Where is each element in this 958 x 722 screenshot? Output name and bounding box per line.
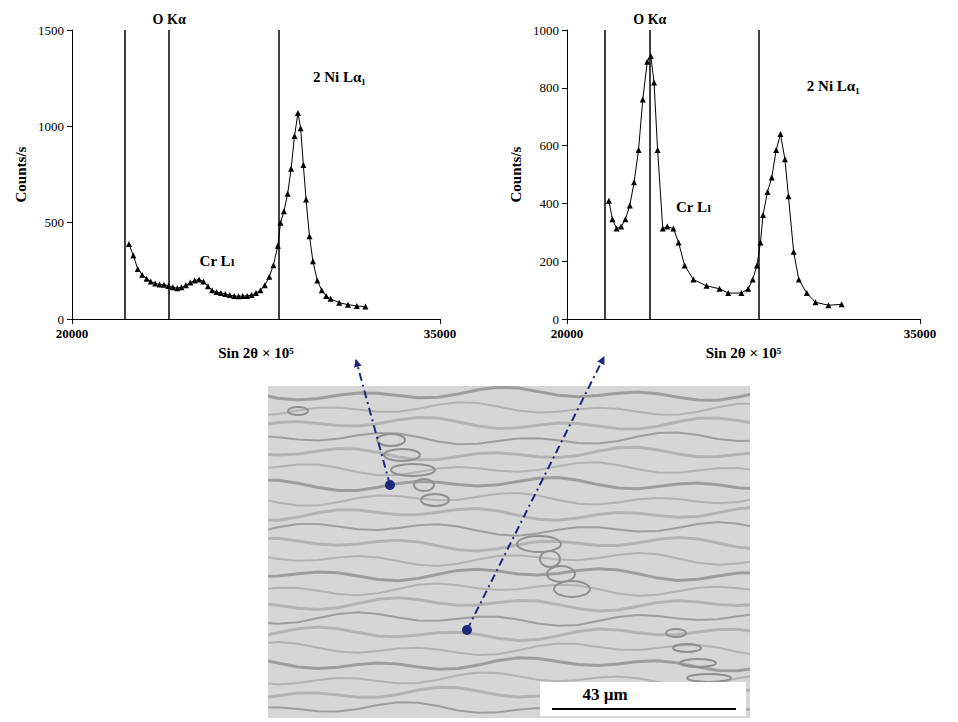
svg-text:200: 200: [540, 254, 560, 269]
svg-text:43 µm: 43 µm: [582, 685, 627, 704]
svg-text:800: 800: [540, 80, 560, 95]
svg-text:1500: 1500: [38, 23, 64, 38]
svg-text:O Kα: O Kα: [633, 12, 666, 27]
svg-text:O Kα: O Kα: [153, 12, 186, 27]
svg-text:0: 0: [553, 312, 560, 327]
svg-text:Cr Lₗ: Cr Lₗ: [200, 253, 235, 269]
svg-text:Sin 2θ × 10⁵: Sin 2θ × 10⁵: [218, 345, 294, 361]
svg-text:Counts/s: Counts/s: [13, 146, 29, 202]
svg-text:500: 500: [45, 215, 65, 230]
svg-text:0: 0: [58, 312, 65, 327]
svg-text:2 Ni Lα₁: 2 Ni Lα₁: [313, 69, 366, 85]
svg-text:Sin 2θ × 10⁵: Sin 2θ × 10⁵: [706, 345, 782, 361]
svg-text:Counts/s: Counts/s: [508, 146, 524, 202]
svg-text:1000: 1000: [533, 23, 559, 38]
svg-text:600: 600: [540, 138, 560, 153]
svg-text:35000: 35000: [424, 326, 457, 341]
svg-text:Cr Lₗ: Cr Lₗ: [676, 199, 711, 215]
svg-text:400: 400: [540, 196, 560, 211]
svg-text:1000: 1000: [38, 119, 64, 134]
svg-text:20000: 20000: [56, 326, 89, 341]
svg-text:20000: 20000: [551, 326, 584, 341]
svg-text:2 Ni Lα₁: 2 Ni Lα₁: [807, 78, 860, 94]
svg-text:35000: 35000: [904, 326, 937, 341]
